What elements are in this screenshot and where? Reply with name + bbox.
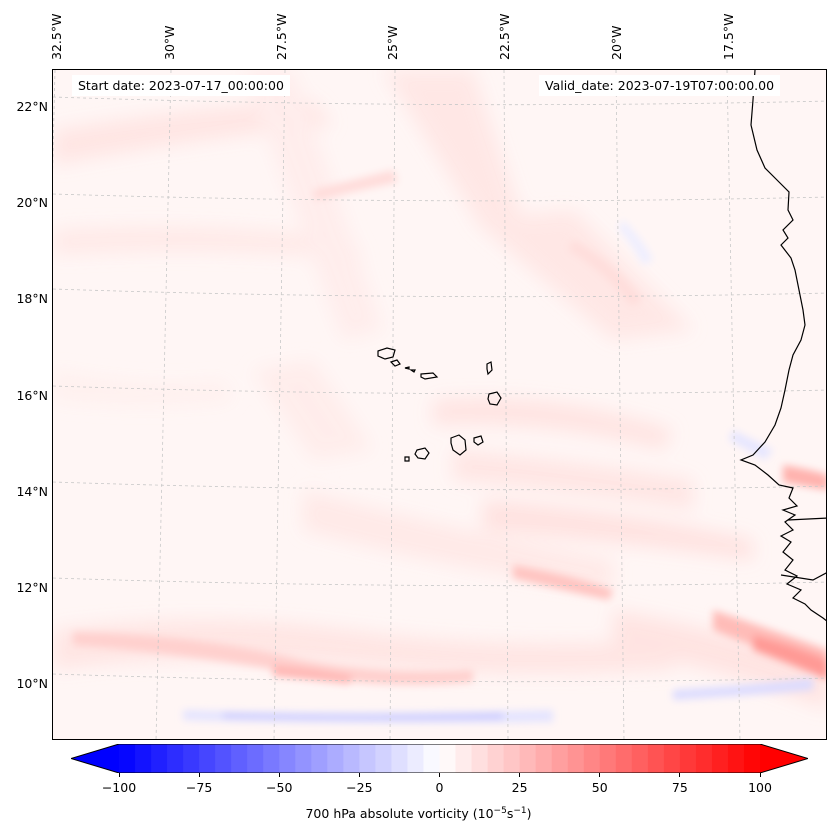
colorbar-segment [471,744,489,773]
colorbar-segment [647,744,665,773]
colorbar-segment [407,744,424,773]
colorbar-tick-label: −75 [185,780,213,795]
colorbar-segment [231,744,248,773]
colorbar-segment [727,744,745,773]
lat-label-10n: 10°N [16,676,48,691]
valid-date-label: Valid_date: 2023-07-19T07:00:00.00 [539,75,781,96]
colorbar-segment [551,744,569,773]
lon-label-20w: 20°W [609,25,624,60]
colorbar-tick-mark [599,773,601,777]
colorbar-segment [199,744,216,773]
colorbar-segment [135,744,152,773]
colorbar-segment [247,744,264,773]
colorbar-segment [583,744,601,773]
colorbar-segment [567,744,585,773]
lon-label-22-5w: 22.5°W [497,13,512,60]
colorbar-extend-low [71,744,119,773]
colorbar-segment [487,744,505,773]
colorbar-segment [615,744,633,773]
colorbar-segment [631,744,649,773]
colorbar-segment [695,744,713,773]
colorbar-segment [455,744,473,773]
colorbar-segment [327,744,344,773]
colorbar-segment [711,744,729,773]
colorbar-tick-mark [439,773,440,777]
colorbar-tick-label: −100 [101,780,137,795]
colorbar-segment [663,744,681,773]
colorbar-segment [359,744,376,773]
colorbar-tick-label: 50 [591,780,608,795]
lat-label-22n: 22°N [16,99,48,114]
colorbar-segment [295,744,312,773]
colorbar-tick-label: 75 [671,780,688,795]
colorbar-tick-mark [679,773,681,777]
colorbar-tick-mark [278,773,280,777]
lat-label-18n: 18°N [16,291,48,306]
lon-label-27-5w: 27.5°W [274,13,289,60]
lon-label-32-5w: 32.5°W [49,13,64,60]
colorbar-tick-mark [519,773,521,777]
colorbar-tick-mark [198,773,200,777]
vorticity-field [53,70,826,739]
colorbar-segment [263,744,280,773]
vorticity-map [52,69,827,740]
colorbar-extend-high [760,744,808,773]
colorbar-tick-mark [759,773,761,777]
colorbar-tick-label: 0 [435,780,444,795]
lat-label-16n: 16°N [16,388,48,403]
colorbar-segment [167,744,184,773]
colorbar-segment [743,744,761,773]
colorbar-segment [423,744,440,773]
colorbar-segment [183,744,200,773]
graticule [53,70,826,739]
colorbar-segment [311,744,328,773]
colorbar-tick-label: −50 [266,780,293,795]
colorbar-segment [503,744,521,773]
lon-label-17-5w: 17.5°W [721,13,736,60]
colorbar-segment [279,744,296,773]
lon-label-30w: 30°W [162,25,177,60]
start-date-label: Start date: 2023-07-17_00:00:00 [72,75,290,96]
colorbar-segment [599,744,617,773]
colorbar-segment [151,744,168,773]
lat-label-20n: 20°N [16,195,48,210]
colorbar-tick-mark [358,773,360,777]
coastline [739,70,826,622]
colorbar-tick-mark [118,773,120,777]
lon-label-25w: 25°W [385,25,400,60]
cape-verde-islands [377,347,502,462]
colorbar-label: 700 hPa absolute vorticity (10−5s−1) [305,806,532,822]
lat-label-12n: 12°N [16,580,48,595]
colorbar-tick-label: −25 [346,780,373,795]
colorbar-tick-label: 25 [511,780,528,795]
colorbar-segment [375,744,392,773]
colorbar-segment [391,744,408,773]
colorbar [71,744,808,773]
lat-label-14n: 14°N [16,484,48,499]
colorbar-segment [679,744,697,773]
colorbar-segment [119,744,136,773]
colorbar-segment [343,744,360,773]
colorbar-segment [535,744,553,773]
colorbar-segment [439,744,457,773]
colorbar-segment [519,744,537,773]
colorbar-tick-label: 100 [748,780,772,795]
colorbar-segment [215,744,232,773]
